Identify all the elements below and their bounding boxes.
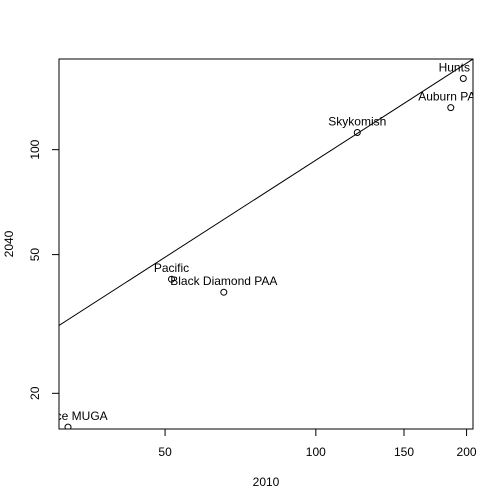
point-label: Black Diamond PAA [170,274,277,288]
y-tick-label: 50 [28,248,42,262]
y-axis-label: 2040 [2,230,16,257]
data-point [353,129,361,137]
trend-line [59,59,473,326]
point-label: Pacific [154,261,189,275]
point-label: Skykomish [328,115,386,129]
x-tick-label: 100 [306,445,326,459]
data-point [459,75,467,83]
point-label: Terrace MUGA [28,409,107,423]
data-point [64,423,72,429]
x-tick-label: 200 [457,445,477,459]
y-tick-label: 20 [28,386,42,400]
plot-frame [58,58,474,430]
data-point [220,288,228,296]
data-point [168,275,176,283]
y-axis: 20 50 100 [28,139,60,400]
data-point [447,104,455,112]
y-tick-label: 100 [28,139,42,159]
x-tick-label: 50 [158,445,172,459]
x-tick-label: 150 [394,445,414,459]
x-axis: 50 100 150 200 [158,428,477,459]
x-axis-label: 2010 [253,475,280,489]
point-label: Auburn PAA [418,90,483,104]
point-label: Hunts Po [439,61,489,75]
